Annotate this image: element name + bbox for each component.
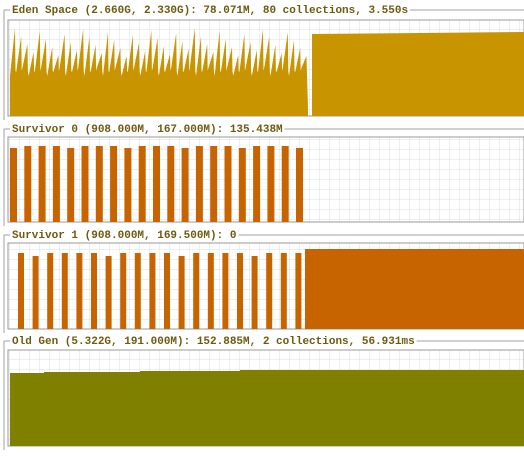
usage-bar — [167, 146, 175, 222]
usage-area — [305, 249, 524, 329]
panel-title: Survivor 0 (908.000M, 167.000M): 135.438… — [12, 124, 283, 136]
usage-bar — [238, 148, 246, 222]
usage-bar — [178, 256, 185, 329]
usage-bar — [295, 253, 302, 329]
usage-bar — [266, 253, 273, 329]
usage-bar — [207, 253, 214, 329]
panel-title: Old Gen (5.322G, 191.000M): 152.885M, 2 … — [12, 336, 415, 348]
usage-bar — [164, 253, 170, 329]
usage-bar — [251, 256, 258, 329]
usage-bar — [81, 146, 89, 222]
usage-bar — [134, 253, 141, 329]
usage-bar — [296, 148, 303, 222]
title-background — [10, 122, 285, 136]
usage-bar — [267, 146, 275, 222]
usage-bar — [52, 146, 60, 222]
usage-area — [312, 32, 524, 116]
panel: Survivor 0 (908.000M, 167.000M): 135.438… — [3, 122, 524, 226]
usage-bar — [105, 256, 112, 329]
panel: Old Gen (5.322G, 191.000M): 152.885M, 2 … — [3, 334, 524, 450]
usage-bar — [138, 146, 146, 222]
usage-bar — [222, 253, 229, 329]
usage-bar — [280, 253, 287, 329]
usage-bar — [76, 253, 83, 329]
panel-title: Eden Space (2.660G, 2.330G): 78.071M, 80… — [12, 5, 408, 17]
usage-bar — [193, 253, 200, 329]
panel-title: Survivor 1 (908.000M, 169.500M): 0 — [12, 230, 236, 242]
usage-bar — [237, 253, 243, 329]
panel: Survivor 1 (908.000M, 169.500M): 0 — [3, 228, 524, 333]
usage-area — [10, 370, 524, 446]
usage-bar — [281, 146, 289, 222]
usage-bar — [149, 253, 156, 329]
title-background — [10, 334, 417, 348]
usage-bar — [18, 253, 24, 329]
usage-bar — [61, 253, 68, 329]
panel: Eden Space (2.660G, 2.330G): 78.071M, 80… — [3, 3, 524, 120]
usage-bar — [32, 256, 39, 329]
usage-bar — [124, 148, 132, 222]
usage-bar — [67, 148, 75, 222]
title-background — [10, 3, 411, 17]
usage-bar — [91, 253, 97, 329]
usage-bar — [110, 146, 118, 222]
usage-bar — [10, 148, 17, 222]
usage-bar — [153, 146, 160, 222]
usage-area — [10, 28, 308, 116]
graph-area — [7, 136, 524, 223]
usage-bar — [224, 146, 232, 222]
title-background — [10, 228, 239, 242]
usage-bar — [195, 146, 203, 222]
usage-bar — [120, 253, 127, 329]
usage-bar — [95, 146, 103, 222]
usage-bar — [47, 253, 54, 329]
usage-bar — [253, 146, 261, 222]
usage-bar — [210, 146, 218, 222]
usage-bar — [181, 148, 189, 222]
usage-bar — [38, 146, 46, 222]
usage-bar — [24, 146, 32, 222]
